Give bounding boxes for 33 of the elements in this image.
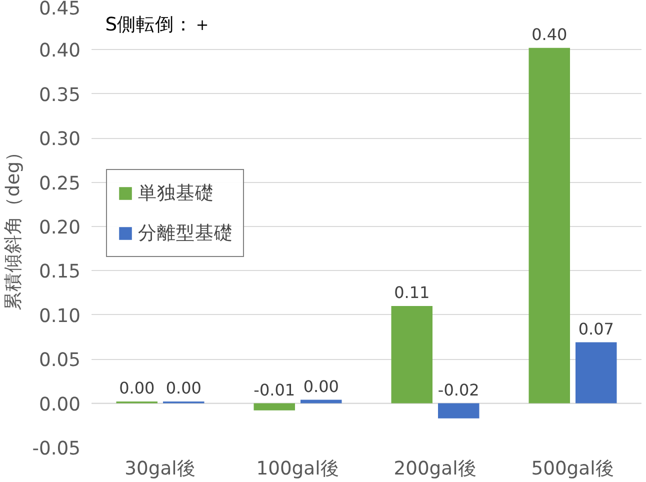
y-tick-label: 0.40 (38, 40, 81, 62)
bar (300, 400, 342, 404)
data-label: 0.07 (578, 319, 614, 338)
legend-label: 単独基礎 (138, 182, 214, 206)
bar (528, 48, 570, 404)
bar (576, 342, 617, 404)
bar (438, 403, 480, 418)
data-label: -0.01 (254, 380, 296, 400)
y-tick-label: 0.45 (38, 0, 81, 20)
data-label: 0.00 (119, 378, 155, 398)
y-tick-label: 0.10 (38, 306, 81, 327)
data-label: 0.40 (532, 24, 568, 44)
data-label: 0.11 (394, 283, 430, 302)
y-tick-label: 0.25 (38, 173, 81, 194)
x-tick-label: 200gal後 (394, 458, 477, 480)
x-tick-label: 500gal後 (531, 458, 614, 480)
annotation: S側転倒：＋ (105, 14, 212, 36)
legend-label: 分離型基礎 (138, 222, 233, 246)
x-tick-label: 100gal後 (256, 458, 340, 480)
data-label: -0.02 (438, 380, 480, 400)
y-tick-label: 0.00 (38, 394, 81, 416)
data-label: 0.00 (166, 378, 202, 398)
y-tick-label: 0.15 (38, 262, 81, 283)
y-tick-label: 0.35 (38, 84, 81, 106)
y-axis-title: 累積傾斜角（deg） (3, 142, 24, 311)
x-tick-label: 30gal後 (124, 458, 196, 480)
bar (254, 403, 295, 410)
y-tick-label: -0.05 (32, 438, 81, 460)
y-tick-label: 0.20 (38, 218, 81, 238)
data-label: 0.00 (303, 376, 339, 396)
y-tick-label: 0.05 (38, 350, 81, 372)
y-tick-label: 0.30 (38, 129, 81, 150)
bar (391, 306, 432, 404)
